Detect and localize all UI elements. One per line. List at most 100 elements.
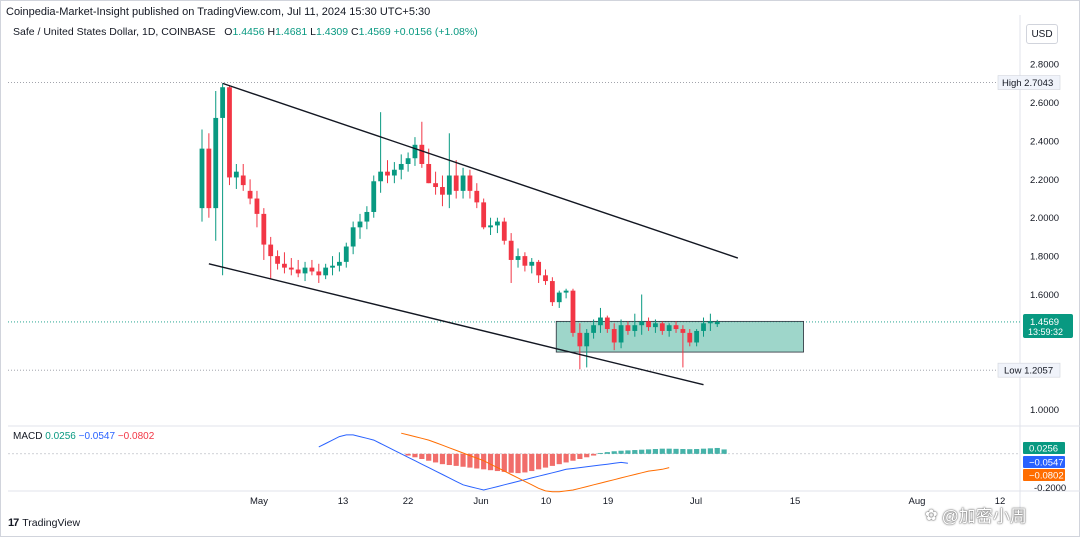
candle-body bbox=[233, 171, 239, 178]
y-tick-label: 1.8000 bbox=[1030, 252, 1059, 263]
macd-axis-label: −0.0547 bbox=[1029, 458, 1064, 469]
macd-histogram-bar bbox=[714, 447, 720, 454]
candle-body bbox=[295, 269, 301, 274]
candle-body bbox=[618, 325, 624, 343]
macd-histogram-bar bbox=[419, 453, 425, 459]
candle-body bbox=[206, 148, 212, 209]
macd-histogram-bar bbox=[508, 453, 514, 473]
candle-body bbox=[247, 190, 253, 199]
candle-body bbox=[385, 171, 390, 176]
macd-histogram-bar bbox=[687, 449, 693, 454]
low-marker-label: Low 1.2057 bbox=[1004, 366, 1053, 377]
candle-body bbox=[398, 163, 404, 170]
candle-body bbox=[659, 323, 665, 331]
macd-histogram-bar bbox=[556, 453, 562, 465]
macd-axis-label: 0.0256 bbox=[1029, 444, 1058, 455]
candle-body bbox=[357, 221, 363, 228]
macd-signal-line bbox=[401, 432, 670, 493]
macd-axis-box bbox=[1023, 469, 1065, 481]
channel-trendline bbox=[208, 263, 704, 386]
macd-histogram-bar bbox=[432, 453, 439, 463]
macd-histogram-bar bbox=[611, 451, 617, 454]
macd-histogram-bar bbox=[426, 453, 432, 461]
x-tick-label: 10 bbox=[541, 496, 552, 507]
candle-body bbox=[501, 221, 507, 241]
y-tick-label: 2.0000 bbox=[1030, 213, 1059, 224]
candle-body bbox=[467, 175, 473, 191]
high-marker-box bbox=[997, 75, 1061, 90]
macd-histogram-bar bbox=[481, 453, 487, 470]
y-tick-label: 1.6000 bbox=[1030, 290, 1059, 301]
candle-body bbox=[680, 329, 686, 333]
macd-histogram-bar bbox=[639, 449, 645, 454]
macd-histogram-bar bbox=[405, 453, 411, 456]
macd-histogram-bar bbox=[529, 453, 535, 472]
x-tick-label: Aug bbox=[909, 496, 926, 507]
candle-body bbox=[350, 227, 356, 247]
macd-histogram-bar bbox=[577, 453, 583, 459]
candle-body bbox=[199, 148, 205, 209]
channel-trendline bbox=[222, 82, 739, 259]
macd-axis-box bbox=[1023, 456, 1065, 468]
low-marker-box bbox=[997, 362, 1061, 378]
currency-button[interactable]: USD bbox=[1026, 24, 1058, 44]
ohlc-open: O1.4456 bbox=[224, 26, 265, 38]
candle-body bbox=[611, 329, 617, 343]
candle-body bbox=[419, 144, 425, 164]
macd-histogram-bar bbox=[549, 453, 555, 466]
macd-histogram-bar bbox=[446, 453, 452, 466]
tradingview-logo[interactable]: 17 TradingView bbox=[8, 517, 80, 529]
candle-body bbox=[460, 175, 466, 191]
macd-histogram-bar bbox=[680, 449, 686, 454]
macd-histogram-bar bbox=[673, 448, 679, 454]
y-tick-label: 2.4000 bbox=[1030, 136, 1059, 147]
ohlc-low: L1.4309 bbox=[310, 26, 349, 38]
macd-histogram-bar bbox=[707, 448, 713, 454]
watermark-text: @加密小周 bbox=[941, 507, 1027, 526]
macd-histogram-bar bbox=[494, 453, 501, 472]
candle-body bbox=[433, 183, 438, 188]
candle-body bbox=[309, 267, 315, 272]
candle-body bbox=[666, 325, 672, 331]
candle-body bbox=[522, 256, 528, 266]
macd-line bbox=[318, 434, 628, 491]
macd-histogram-bar bbox=[625, 450, 631, 454]
x-tick-label: 19 bbox=[603, 496, 614, 507]
y-tick-label: 1.0000 bbox=[1030, 405, 1059, 416]
macd-legend[interactable]: MACD 0.0256 −0.0547 −0.0802 bbox=[13, 431, 154, 442]
macd-histogram-bar bbox=[487, 453, 494, 471]
candle-body bbox=[714, 321, 720, 325]
macd-hist-value: 0.0256 bbox=[45, 431, 76, 442]
candle-body bbox=[481, 202, 487, 228]
y-tick-label: 2.8000 bbox=[1030, 60, 1059, 71]
macd-histogram-bar bbox=[474, 453, 480, 469]
candle-body bbox=[426, 163, 432, 184]
candle-body bbox=[632, 325, 638, 331]
candle-body bbox=[378, 171, 384, 182]
candle-body bbox=[474, 190, 480, 203]
candle-body bbox=[549, 281, 555, 303]
x-tick-label: Jun bbox=[473, 496, 488, 507]
candle-body bbox=[639, 321, 645, 326]
macd-histogram-bar bbox=[694, 449, 700, 454]
tv-logo-icon: 17 bbox=[8, 517, 19, 529]
last-price-box bbox=[1023, 313, 1073, 338]
candle-body bbox=[343, 246, 349, 262]
macd-histogram-bar bbox=[597, 452, 604, 454]
candle-body bbox=[282, 263, 287, 268]
candle-body bbox=[488, 225, 493, 228]
x-tick-label: Jul bbox=[690, 496, 702, 507]
macd-signal-value: −0.0802 bbox=[117, 431, 155, 442]
macd-histogram-bar bbox=[700, 448, 707, 454]
symbol-legend[interactable]: Safe / United States Dollar, 1D, COINBAS… bbox=[13, 26, 478, 38]
support-zone bbox=[555, 320, 804, 353]
candle-body bbox=[653, 323, 658, 328]
symbol-title: Safe / United States Dollar, 1D, COINBAS… bbox=[13, 26, 216, 38]
candle-body bbox=[604, 317, 610, 330]
candle-body bbox=[707, 321, 713, 324]
macd-histogram-bar bbox=[467, 453, 473, 468]
macd-histogram-bar bbox=[542, 453, 549, 468]
candle-body bbox=[673, 325, 679, 330]
candle-body bbox=[687, 332, 693, 343]
